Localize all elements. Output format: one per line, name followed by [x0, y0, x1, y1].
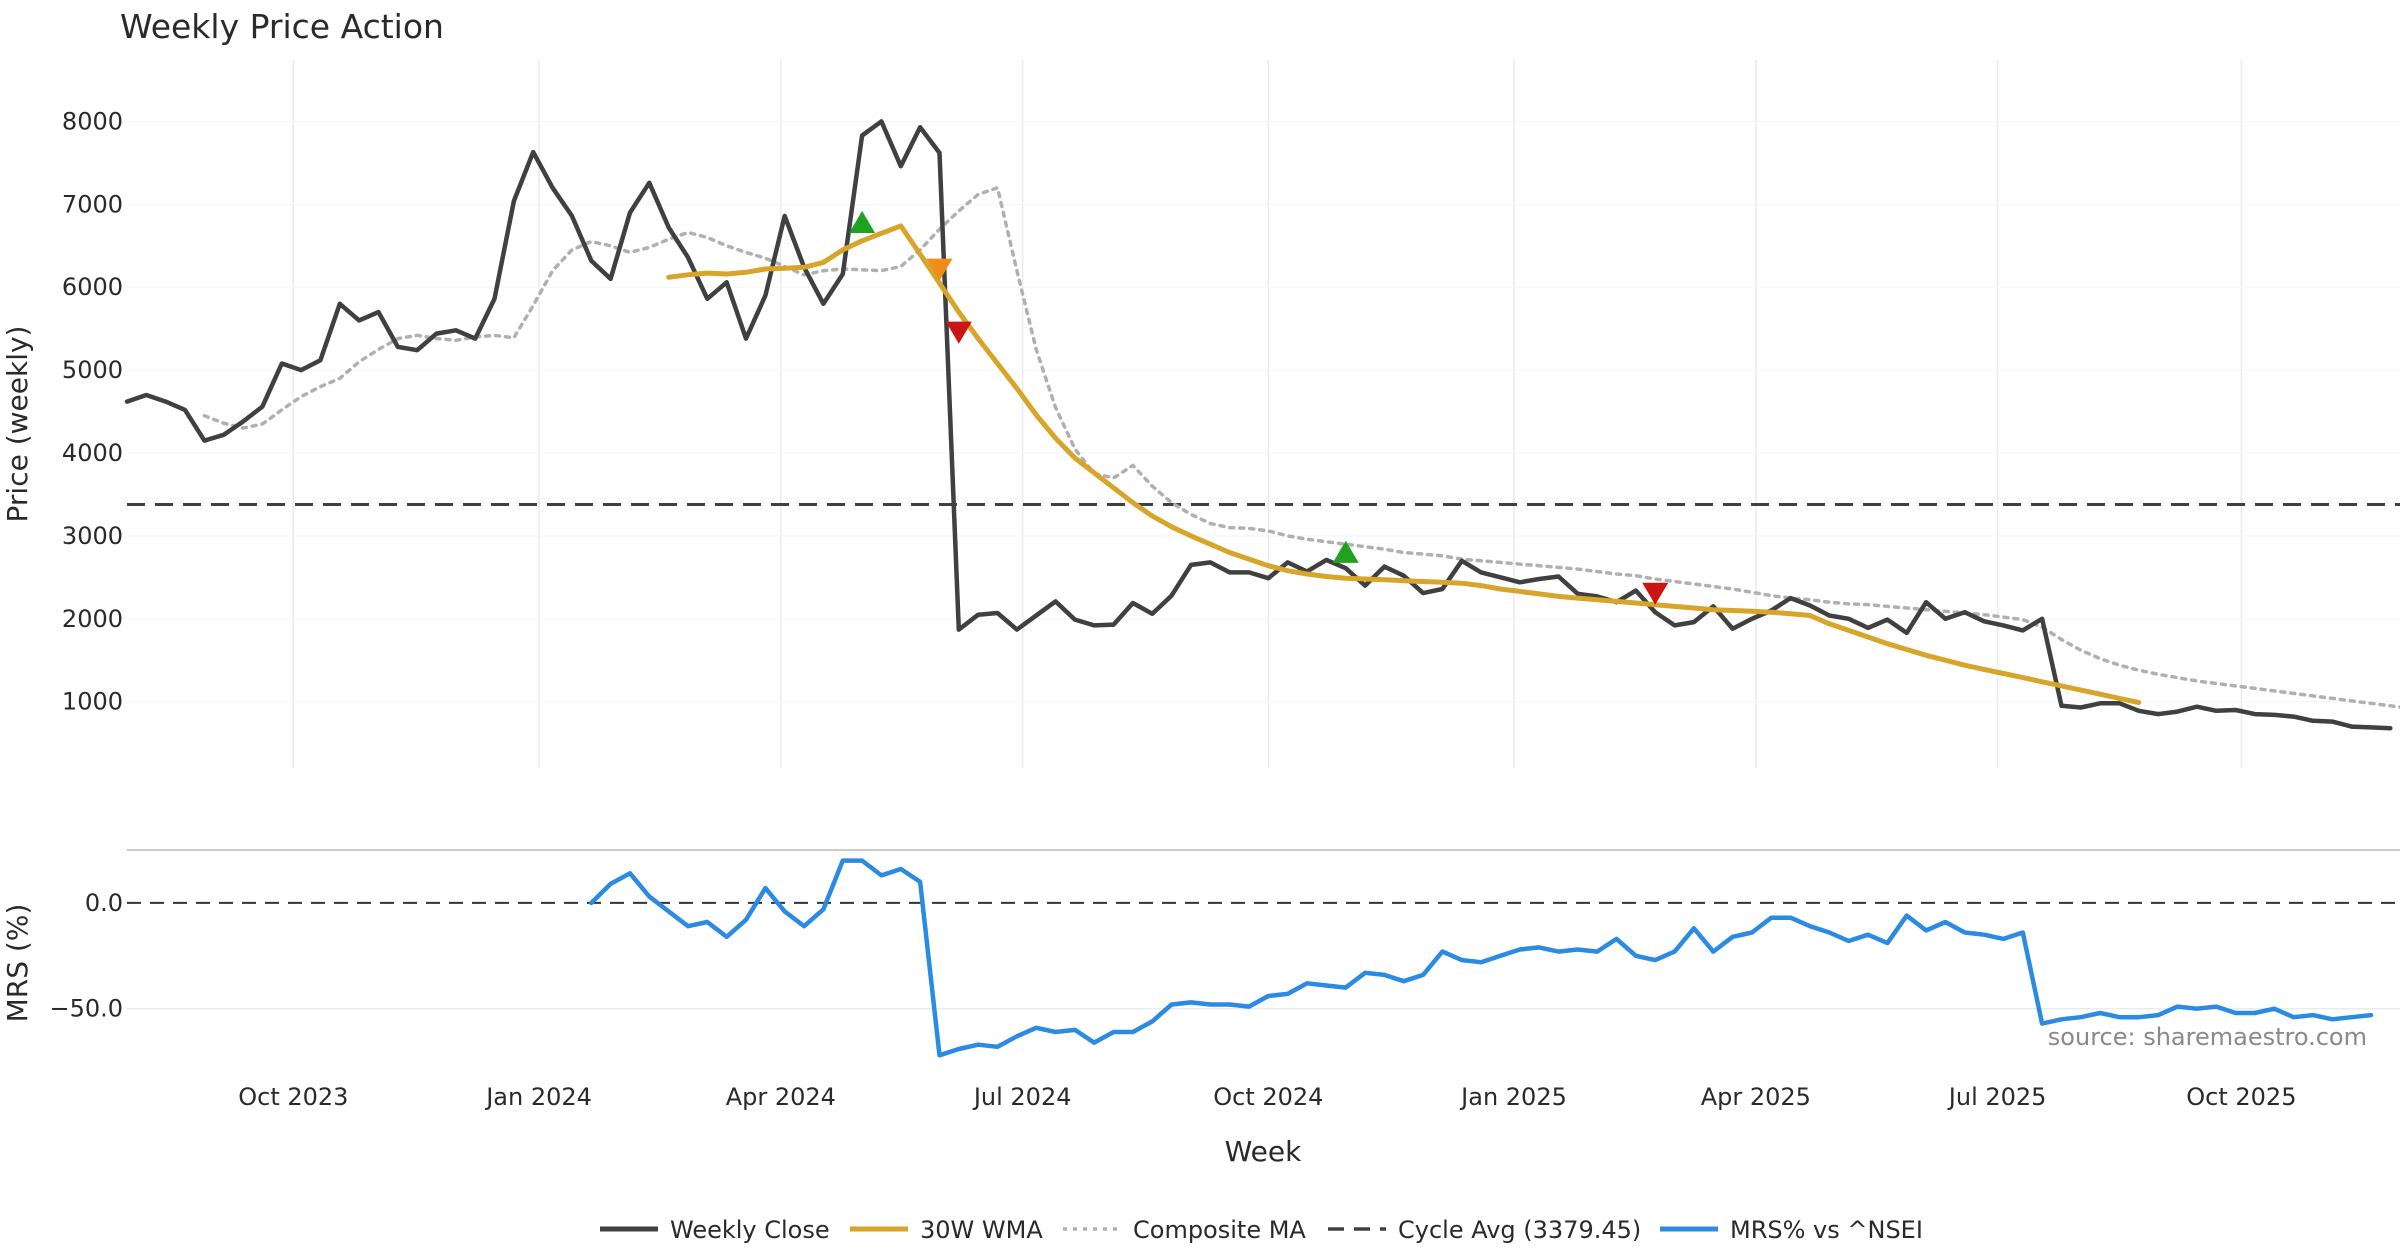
x-axis-label: Week [1225, 1135, 1302, 1168]
mrs-series [127, 858, 2400, 1058]
price-series [124, 119, 2400, 731]
sell-signal-marker [1642, 582, 1669, 605]
price-grid [127, 60, 2400, 768]
source-credit: source: sharemaestro.com [2048, 1023, 2367, 1051]
legend-label: Composite MA [1133, 1216, 1306, 1244]
weekly-close-line [124, 119, 2393, 731]
price-y-tick-label: 6000 [62, 273, 123, 301]
mrs-yticks: 0.0 −50.0 [49, 889, 123, 1023]
wma-30w-line [666, 223, 2142, 705]
x-tick-labels: Oct 2023 Jan 2024 Apr 2024 Jul 2024 Oct 2024… [238, 1083, 2296, 1111]
buy-signal-marker [849, 210, 876, 233]
x-tick-label: Jul 2024 [972, 1083, 1072, 1111]
signal-markers [849, 210, 1669, 605]
x-tick-label: Oct 2025 [2186, 1083, 2296, 1111]
mrs-y-axis-label: MRS (%) [1, 904, 34, 1023]
x-tick-label: Oct 2023 [238, 1083, 348, 1111]
legend-label: 30W WMA [920, 1216, 1043, 1244]
legend-label: Weekly Close [670, 1216, 830, 1244]
price-y-tick-label: 7000 [62, 190, 123, 218]
x-tick-label: Apr 2025 [1701, 1083, 1811, 1111]
chart-title: Weekly Price Action [120, 7, 444, 46]
mrs-line [589, 858, 2374, 1058]
price-y-tick-label: 1000 [62, 688, 123, 716]
price-y-axis-label: Price (weekly) [1, 326, 34, 523]
x-tick-label: Apr 2024 [726, 1083, 836, 1111]
warning-signal-marker [926, 258, 953, 281]
mrs-grid [127, 849, 2400, 1010]
legend-label: MRS% vs ^NSEI [1730, 1216, 1923, 1244]
buy-signal-marker [1332, 540, 1359, 563]
sell-signal-marker [945, 321, 972, 344]
mrs-y-tick-label: 0.0 [85, 889, 123, 917]
price-y-tick-label: 3000 [62, 522, 123, 550]
x-tick-label: Jan 2024 [484, 1083, 592, 1111]
x-tick-label: Oct 2024 [1213, 1083, 1323, 1111]
legend-label: Cycle Avg (3379.45) [1398, 1216, 1641, 1244]
price-y-tick-label: 2000 [62, 605, 123, 633]
price-y-tick-label: 4000 [62, 439, 123, 467]
x-tick-label: Jul 2025 [1947, 1083, 2047, 1111]
mrs-y-tick-label: −50.0 [49, 995, 123, 1023]
x-tick-label: Jan 2025 [1459, 1083, 1567, 1111]
composite-ma-line [202, 186, 2400, 709]
legend: Weekly Close 30W WMA Composite MA Cycle Avg… [600, 1216, 1923, 1244]
price-y-tick-label: 5000 [62, 356, 123, 384]
price-y-tick-label: 8000 [62, 107, 123, 135]
price-yticks: 1000 2000 3000 4000 5000 6000 7000 8000 [62, 107, 123, 715]
